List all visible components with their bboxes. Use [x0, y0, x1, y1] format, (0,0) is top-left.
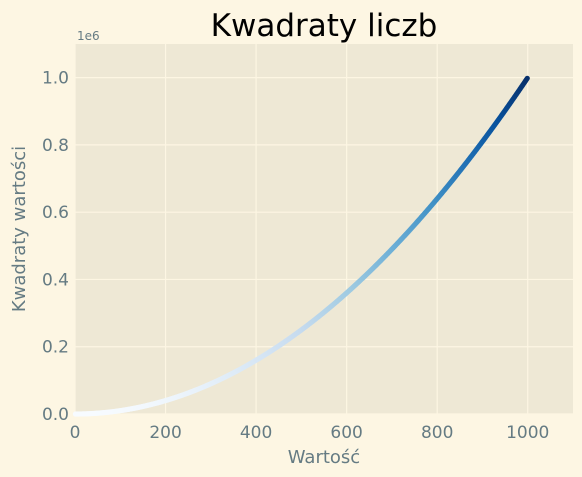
x-tick-label: 800	[421, 423, 453, 443]
x-axis-label: Wartość	[288, 447, 360, 468]
y-axis-label: Kwadraty wartości	[9, 146, 30, 312]
x-tick-label: 600	[330, 423, 362, 443]
plot-area	[75, 44, 573, 414]
y-tick-label: 0.8	[42, 136, 69, 156]
x-tick-label: 1000	[506, 423, 549, 443]
y-offset-label: 1e6	[77, 29, 100, 43]
y-tick-labels: 0.0 0.2 0.4 0.6 0.8 1.0	[42, 69, 69, 425]
grid-lines	[74, 44, 573, 415]
y-tick-label: 0.0	[42, 405, 69, 425]
y-tick-label: 0.6	[42, 203, 69, 223]
y-tick-label: 1.0	[42, 69, 69, 89]
x-tick-label: 200	[149, 423, 181, 443]
x-tick-label: 400	[240, 423, 272, 443]
chart-title: Kwadraty liczb	[211, 8, 438, 44]
x-tick-labels: 0 200 400 600 800 1000	[70, 423, 550, 443]
scatter-points	[72, 75, 530, 417]
y-tick-label: 0.4	[42, 270, 69, 290]
scatter-point	[524, 75, 530, 81]
y-tick-label: 0.2	[42, 338, 69, 358]
x-tick-label: 0	[70, 423, 81, 443]
